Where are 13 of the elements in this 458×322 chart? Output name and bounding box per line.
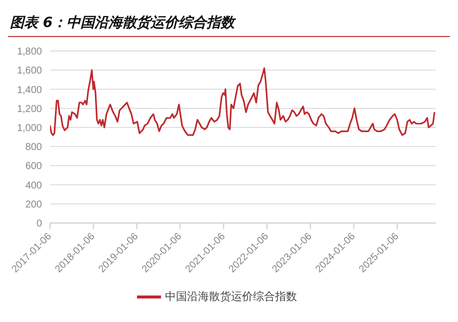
y-tick-label: 200 [25, 199, 42, 210]
y-tick-label: 1,400 [16, 84, 42, 96]
y-tick-label: 0 [36, 218, 42, 230]
y-tick-label: 1,000 [16, 122, 42, 134]
y-tick-label: 600 [25, 161, 42, 172]
y-tick-label: 1,600 [16, 66, 42, 77]
line-series [50, 67, 436, 136]
legend-label: 中国沿海散货运价综合指数 [165, 290, 297, 304]
y-tick-label: 800 [25, 142, 42, 154]
y-tick-label: 1,800 [16, 46, 42, 58]
y-tick-label: 1,200 [16, 104, 42, 115]
chart-title: 图表 6：中国沿海散货运价综合指数 [8, 8, 450, 37]
y-tick-label: 400 [25, 180, 42, 192]
